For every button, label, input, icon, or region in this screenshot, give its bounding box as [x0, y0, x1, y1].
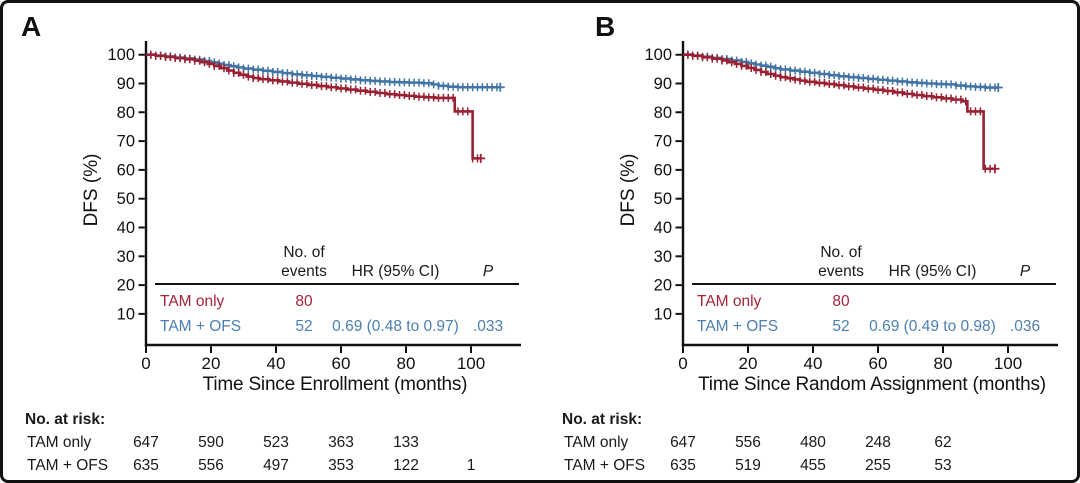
stats-header-p: P: [482, 263, 494, 280]
y-tick-label: 80: [654, 104, 672, 122]
stats-row-events: 52: [295, 318, 313, 335]
at-risk-count: 133: [393, 434, 419, 451]
stats-header-hr: HR (95% CI): [888, 263, 977, 280]
y-tick-label: 50: [654, 190, 672, 208]
x-tick-label: 0: [678, 354, 687, 373]
km-curve-tam-only: [146, 53, 481, 160]
stats-row-name: TAM only: [697, 293, 762, 310]
y-tick-label: 40: [117, 219, 135, 237]
stats-row-events: 80: [832, 293, 850, 310]
km-curve-tam-only: [683, 53, 995, 171]
x-tick-label: 60: [332, 354, 351, 373]
y-tick-label: 20: [654, 277, 672, 295]
at-risk-count: 556: [198, 457, 224, 474]
x-tick-label: 0: [141, 354, 150, 373]
y-tick-label: 70: [654, 133, 672, 151]
at-risk-count: 353: [328, 457, 354, 474]
y-tick-label: 40: [654, 219, 672, 237]
stats-row-p: .033: [472, 318, 504, 335]
stats-row-hr: 0.69 (0.48 to 0.97): [332, 318, 459, 335]
stats-header-events-line2: events: [281, 263, 327, 280]
at-risk-title: No. at risk:: [562, 411, 643, 428]
y-tick-label: 10: [117, 305, 135, 323]
stats-row-hr: 0.69 (0.49 to 0.98): [869, 318, 996, 335]
x-tick-label: 40: [804, 354, 823, 373]
stats-row-name: TAM + OFS: [160, 318, 242, 335]
panel-a-letter: A: [21, 11, 42, 42]
at-risk-row-name: TAM only: [27, 434, 92, 451]
x-tick-label: 80: [397, 354, 416, 373]
x-axis-title: Time Since Random Assignment (months): [698, 374, 1046, 395]
y-tick-label: 70: [117, 133, 135, 151]
at-risk-count: 62: [934, 434, 952, 451]
x-tick-label: 20: [202, 354, 221, 373]
x-axis-title: Time Since Enrollment (months): [202, 374, 468, 395]
at-risk-count: 497: [263, 457, 289, 474]
panel-b-letter: B: [595, 11, 616, 42]
at-risk-count: 635: [670, 457, 696, 474]
at-risk-row-name: TAM + OFS: [27, 457, 109, 474]
at-risk-count: 248: [865, 434, 891, 451]
at-risk-row-name: TAM + OFS: [564, 457, 646, 474]
y-tick-label: 100: [644, 46, 672, 64]
y-axis-title: DFS (%): [81, 153, 102, 227]
at-risk-count: 647: [133, 434, 159, 451]
stats-header-events-line1: No. of: [820, 244, 862, 261]
stats-header-events-line1: No. of: [283, 244, 325, 261]
panel-a: 100 90 80 70 60 50 40 30 20 10 0 20 40 60 80 100 A DFS …: [3, 3, 543, 480]
y-tick-label: 90: [117, 75, 135, 93]
x-tick-label: 60: [869, 354, 888, 373]
stats-row-events: 80: [295, 293, 313, 310]
stats-header-events-line2: events: [818, 263, 864, 280]
at-risk-count: 480: [800, 434, 826, 451]
y-tick-label: 90: [654, 75, 672, 93]
y-tick-label: 80: [117, 104, 135, 122]
at-risk-count: 122: [393, 457, 419, 474]
y-tick-label: 30: [654, 248, 672, 266]
y-tick-label: 30: [117, 248, 135, 266]
at-risk-count: 255: [865, 457, 891, 474]
at-risk-row-name: TAM only: [564, 434, 629, 451]
x-tick-label: 80: [934, 354, 953, 373]
x-tick-label: 100: [994, 354, 1022, 373]
y-tick-label: 10: [654, 305, 672, 323]
at-risk-count: 556: [735, 434, 761, 451]
y-tick-label: 50: [117, 190, 135, 208]
stats-header-p: P: [1019, 263, 1031, 280]
at-risk-count: 53: [934, 457, 952, 474]
at-risk-count: 455: [800, 457, 826, 474]
x-tick-label: 20: [739, 354, 758, 373]
at-risk-count: 647: [670, 434, 696, 451]
x-tick-label: 100: [457, 354, 485, 373]
y-tick-label: 20: [117, 277, 135, 295]
y-tick-label: 60: [117, 161, 135, 179]
at-risk-count: 1: [466, 457, 476, 474]
stats-row-p: .036: [1009, 318, 1041, 335]
at-risk-title: No. at risk:: [25, 411, 106, 428]
at-risk-count: 590: [198, 434, 224, 451]
panel-b: 100 90 80 70 60 50 40 30 20 10 0 20 40 60 80 100 B DFS …: [540, 3, 1077, 480]
stats-row-events: 52: [832, 318, 850, 335]
stats-row-name: TAM + OFS: [697, 318, 779, 335]
x-tick-label: 40: [267, 354, 286, 373]
at-risk-count: 523: [263, 434, 289, 451]
at-risk-count: 635: [133, 457, 159, 474]
stats-header-hr: HR (95% CI): [351, 263, 440, 280]
at-risk-count: 519: [735, 457, 761, 474]
y-tick-label: 100: [107, 46, 135, 64]
at-risk-count: 363: [328, 434, 354, 451]
y-axis-title: DFS (%): [618, 153, 639, 227]
y-tick-label: 60: [654, 161, 672, 179]
stats-row-name: TAM only: [160, 293, 225, 310]
